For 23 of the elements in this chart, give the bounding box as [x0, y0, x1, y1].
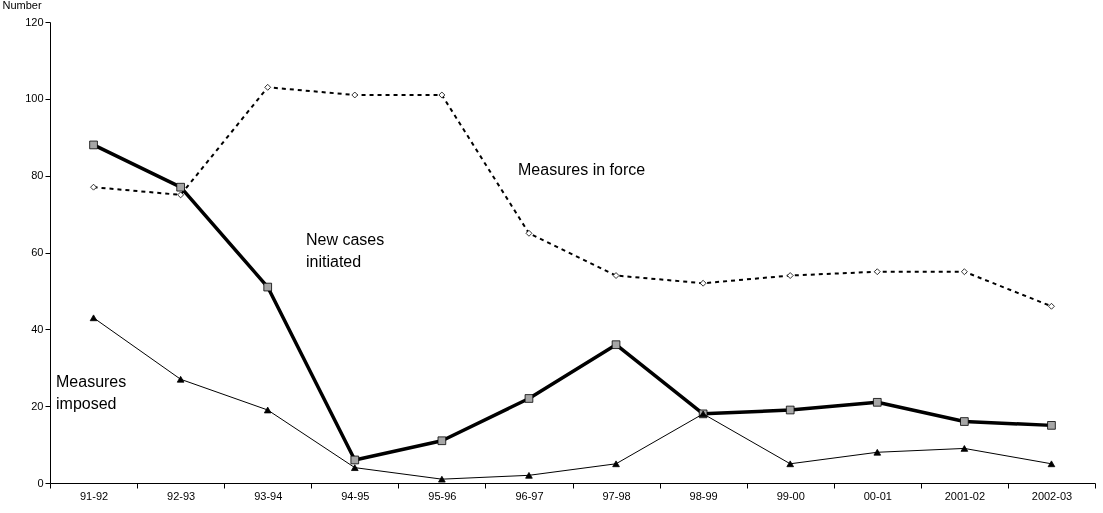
- y-tick-label: 0: [37, 476, 44, 489]
- series-label: Measures imposed: [56, 373, 127, 412]
- x-tick-label: 00-01: [863, 489, 892, 502]
- x-tick-label: 96-97: [515, 489, 544, 502]
- x-tick-label: 91-92: [79, 489, 109, 502]
- x-tick-label: 93-94: [254, 489, 283, 502]
- y-tick-label: 120: [25, 15, 44, 28]
- y-tick-label: 100: [25, 92, 44, 105]
- y-tick-label: 40: [31, 322, 44, 335]
- x-tick-label: 92-93: [167, 489, 196, 502]
- y-tick-label: 20: [31, 399, 44, 412]
- x-tick-label: 2001-02: [944, 489, 986, 502]
- x-tick-label: 98-99: [689, 489, 718, 502]
- x-tick-label: 99-00: [776, 489, 805, 502]
- text: New cases initiated: [306, 231, 385, 270]
- y-tick-label: 80: [31, 169, 44, 182]
- y-axis-title: Number: [2, 0, 42, 11]
- x-tick-label: 2002-03: [1031, 489, 1073, 502]
- y-tick-label: 60: [31, 246, 44, 258]
- x-tick-label: 97-98: [602, 489, 631, 502]
- x-tick-label: 95-96: [428, 489, 457, 502]
- series-label: Measures in force: [518, 161, 646, 178]
- x-tick-label: 94-95: [341, 489, 370, 502]
